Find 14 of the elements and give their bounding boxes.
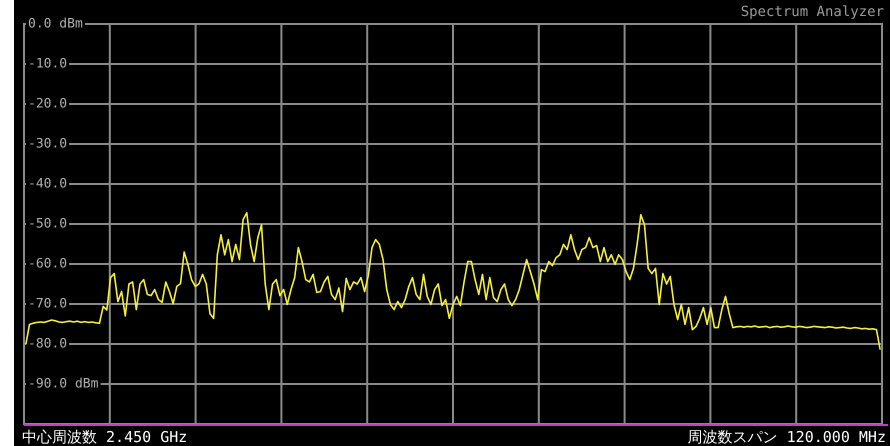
line-series [25, 212, 881, 350]
y-tick-label: -20.0 [28, 96, 68, 112]
y-tick-label: -30.0 [28, 136, 68, 152]
y-tick-label: -60.0 [28, 256, 68, 272]
text: 周波数スパン 120.000 MHz [688, 428, 886, 446]
y-tick-label: -40.0 [28, 176, 68, 192]
y-tick-label: -10.0 [28, 56, 68, 72]
y-tick-label: 0.0 dBm [28, 16, 83, 32]
y-tick-label: -50.0 [28, 216, 68, 232]
y-tick-label: -80.0 [28, 336, 68, 352]
y-tick-label: -70.0 [28, 296, 68, 312]
y-tick-label: -90.0 dBm [28, 376, 99, 392]
chart-title: Spectrum Analyzer [740, 4, 884, 20]
text: 中心周波数 2.450 GHz [22, 428, 188, 446]
